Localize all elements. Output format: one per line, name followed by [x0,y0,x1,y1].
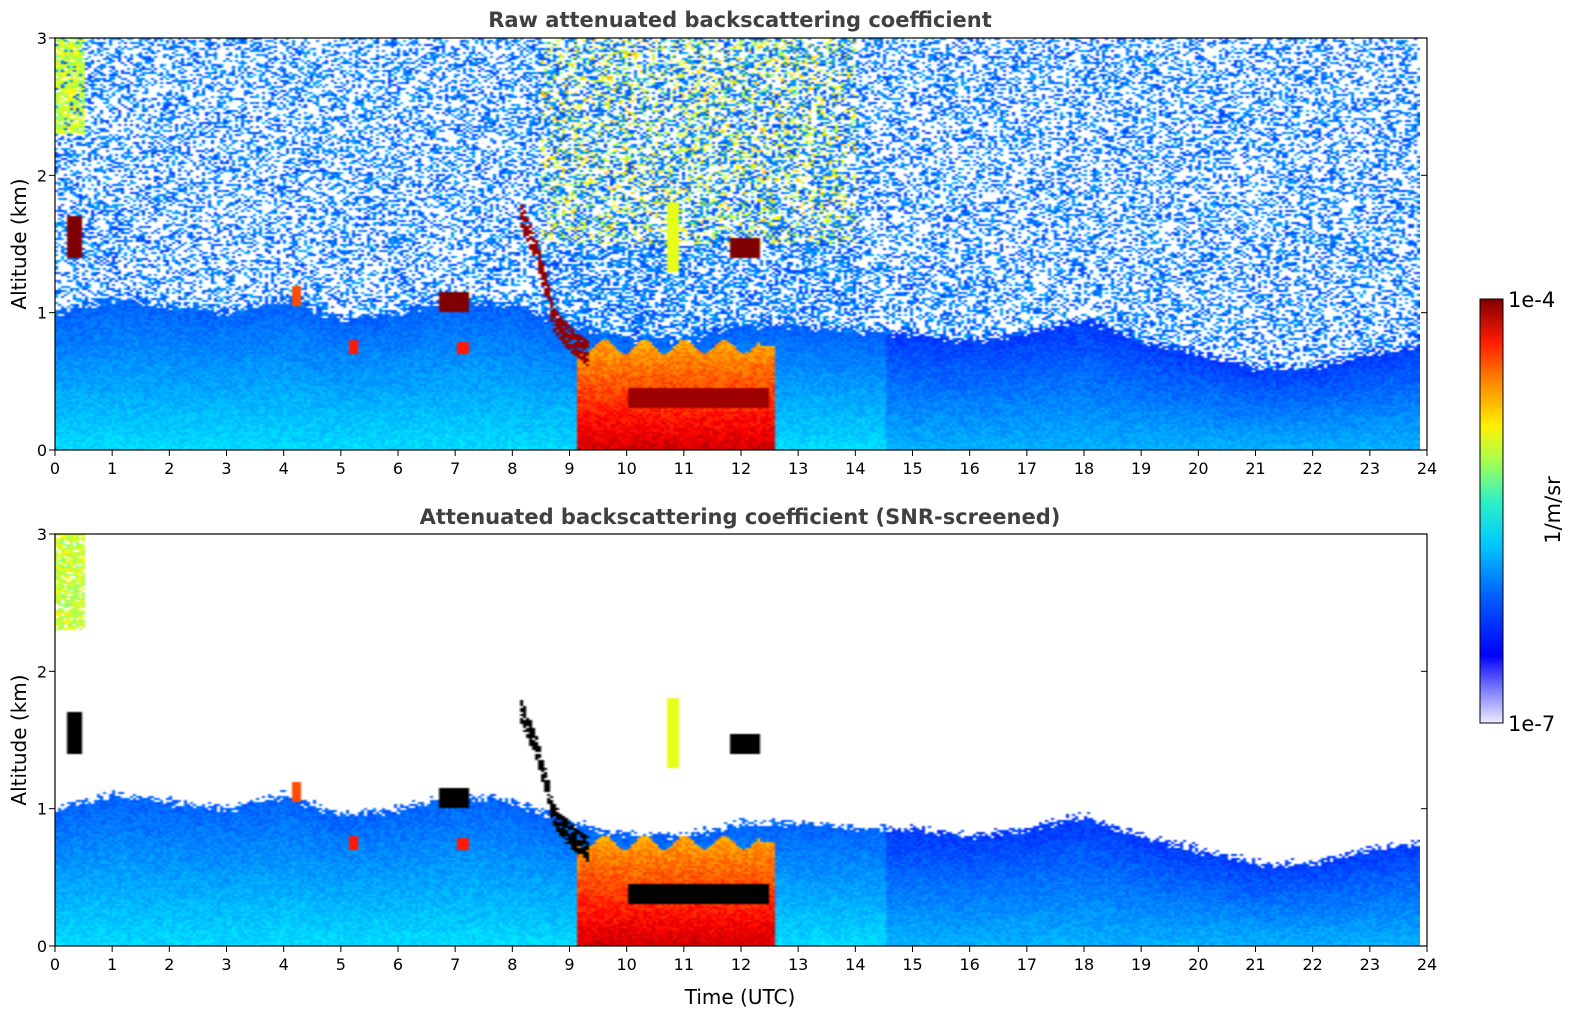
y-tick-label: 3 [37,29,47,48]
x-tick-label: 8 [507,955,517,974]
colorbar-max-label: 1e-4 [1508,288,1555,312]
x-tick-label: 18 [1074,459,1094,478]
x-tick-label: 15 [902,459,922,478]
y-axis-label: Altitude (km) [7,674,31,805]
x-tick-label: 15 [902,955,922,974]
y-axis: 0 1 2 3 [37,29,1427,460]
x-tick-label: 9 [564,459,574,478]
heatmap-screened [55,534,1420,946]
colorbar-unit-label: 1/m/sr [1541,476,1565,544]
x-tick-label: 13 [788,955,808,974]
y-tick-label: 0 [37,441,47,460]
y-tick-label: 2 [37,662,47,681]
y-axis-label: Altitude (km) [7,178,31,309]
x-tick-label: 5 [336,955,346,974]
x-tick-label: 11 [674,955,694,974]
x-tick-label: 20 [1188,955,1208,974]
x-tick-label: 7 [450,459,460,478]
x-tick-label: 22 [1302,955,1322,974]
y-axis: 0 1 2 3 [37,525,1427,956]
x-tick-label: 19 [1131,459,1151,478]
x-tick-label: 8 [507,459,517,478]
y-tick-label: 1 [37,304,47,323]
x-tick-label: 13 [788,459,808,478]
x-tick-label: 6 [393,955,403,974]
x-tick-label: 0 [50,955,60,974]
x-tick-label: 17 [1017,459,1037,478]
x-tick-label: 14 [845,955,865,974]
x-tick-label: 19 [1131,955,1151,974]
x-axis-label: Time (UTC) [684,985,796,1009]
x-tick-label: 4 [279,955,289,974]
x-tick-label: 18 [1074,955,1094,974]
x-tick-label: 2 [164,459,174,478]
x-tick-label: 3 [221,955,231,974]
x-tick-label: 20 [1188,459,1208,478]
x-tick-label: 11 [674,459,694,478]
heatmap-raw [55,38,1420,450]
x-tick-label: 21 [1245,955,1265,974]
x-tick-label: 23 [1360,955,1380,974]
x-tick-label: 22 [1302,459,1322,478]
x-tick-label: 10 [616,955,636,974]
x-tick-label: 5 [336,459,346,478]
x-axis: 0 1 2 3 4 5 6 7 8 9 10 11 12 13 14 15 16 17 18 19 20 21 22 23 24 [50,946,1437,974]
x-tick-label: 10 [616,459,636,478]
y-tick-label: 3 [37,525,47,544]
y-tick-label: 1 [37,800,47,819]
panel-title: Attenuated backscattering coefficient (S… [420,505,1061,529]
y-tick-label: 2 [37,166,47,185]
colorbar-gradient [1479,298,1504,724]
x-tick-label: 16 [959,459,979,478]
x-tick-label: 3 [221,459,231,478]
x-tick-label: 6 [393,459,403,478]
x-tick-label: 0 [50,459,60,478]
x-tick-label: 2 [164,955,174,974]
y-tick-label: 0 [37,937,47,956]
panel-raw: Raw attenuated backscattering coefficien… [7,8,1437,478]
panel-screened: Attenuated backscattering coefficient (S… [7,505,1437,1009]
x-tick-label: 7 [450,955,460,974]
x-tick-label: 16 [959,955,979,974]
colorbar-min-label: 1e-7 [1508,712,1555,736]
colorbar: 1e-4 1e-7 1/m/sr [1479,288,1565,736]
x-tick-label: 14 [845,459,865,478]
x-tick-label: 24 [1417,955,1437,974]
x-tick-label: 12 [731,955,751,974]
x-tick-label: 4 [279,459,289,478]
x-axis: 0 1 2 3 4 5 6 7 8 9 10 11 12 13 14 15 16 17 18 19 20 21 22 23 24 [50,450,1437,478]
x-tick-label: 1 [107,459,117,478]
x-tick-label: 24 [1417,459,1437,478]
x-tick-label: 17 [1017,955,1037,974]
x-tick-label: 21 [1245,459,1265,478]
x-tick-label: 9 [564,955,574,974]
panel-title: Raw attenuated backscattering coefficien… [488,8,992,32]
x-tick-label: 12 [731,459,751,478]
x-tick-label: 1 [107,955,117,974]
x-tick-label: 23 [1360,459,1380,478]
